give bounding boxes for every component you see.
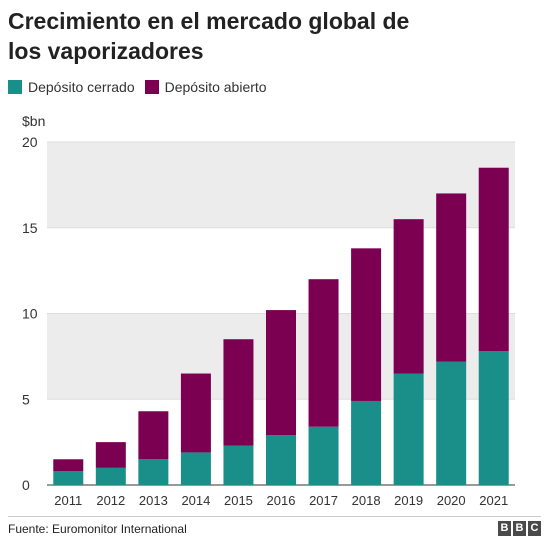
bbc-logo: B B C xyxy=(496,521,541,536)
legend-item-closed: Depósito cerrado xyxy=(8,79,135,95)
x-tick-label-2020: 2020 xyxy=(437,493,466,508)
bbc-logo-block-2: B xyxy=(513,521,526,536)
y-tick-label-20: 20 xyxy=(22,134,38,150)
y-tick-label-0: 0 xyxy=(22,477,30,493)
bar-2016-open xyxy=(266,310,296,436)
legend-label-open: Depósito abierto xyxy=(164,79,267,95)
legend-swatch-open xyxy=(144,80,159,94)
bar-2014-open xyxy=(180,373,211,453)
y-tick-label-5: 5 xyxy=(22,391,30,407)
chart-title-line-2: los vaporizadores xyxy=(8,38,204,64)
legend-item-open: Depósito abierto xyxy=(144,79,267,95)
bar-2012-open xyxy=(95,442,126,468)
chart-legend: Depósito cerrado Depósito abierto xyxy=(8,79,277,95)
y-axis-unit-label: $bn xyxy=(22,113,46,129)
footer-divider xyxy=(8,516,541,517)
bar-2011-open xyxy=(53,459,84,472)
legend-label-closed: Depósito cerrado xyxy=(28,79,135,95)
bar-2020-open xyxy=(436,193,467,362)
bar-2019-open xyxy=(393,219,424,374)
x-tick-label-2012: 2012 xyxy=(96,493,125,508)
bbc-logo-block-1: B xyxy=(498,521,511,536)
chart-title: Crecimiento en el mercado global de los … xyxy=(8,6,538,66)
bar-2018-closed xyxy=(351,400,382,485)
bar-2016-closed xyxy=(266,435,296,485)
x-tick-label-2016: 2016 xyxy=(267,493,296,508)
legend-swatch-closed xyxy=(8,80,22,94)
bar-2021-closed xyxy=(478,351,509,485)
bar-2015-open xyxy=(223,339,254,446)
bar-2014-closed xyxy=(180,452,211,485)
x-tick-label-2015: 2015 xyxy=(224,493,253,508)
bar-2020-closed xyxy=(436,361,467,485)
bar-2013-closed xyxy=(138,459,169,485)
bar-2017-open xyxy=(308,279,339,427)
y-tick-label-15: 15 xyxy=(22,220,38,236)
x-tick-label-2021: 2021 xyxy=(479,493,508,508)
x-tick-label-2014: 2014 xyxy=(181,493,210,508)
bar-2013-open xyxy=(138,411,169,460)
bar-2017-closed xyxy=(308,426,339,485)
x-tick-label-2019: 2019 xyxy=(394,493,423,508)
bar-2021-open xyxy=(478,167,509,352)
bar-2019-closed xyxy=(393,373,424,485)
x-tick-label-2018: 2018 xyxy=(352,493,381,508)
source-note: Fuente: Euromonitor International xyxy=(8,522,187,536)
x-tick-label-2013: 2013 xyxy=(139,493,168,508)
bbc-logo-block-3: C xyxy=(528,521,541,536)
x-tick-label-2011: 2011 xyxy=(54,493,82,508)
y-tick-label-10: 10 xyxy=(22,306,38,322)
bar-2015-closed xyxy=(223,445,254,485)
bar-2012-closed xyxy=(95,467,126,485)
bar-2011-closed xyxy=(53,471,84,485)
bar-2018-open xyxy=(351,248,382,401)
chart-title-line-1: Crecimiento en el mercado global de xyxy=(8,8,410,34)
x-tick-label-2017: 2017 xyxy=(309,493,338,508)
